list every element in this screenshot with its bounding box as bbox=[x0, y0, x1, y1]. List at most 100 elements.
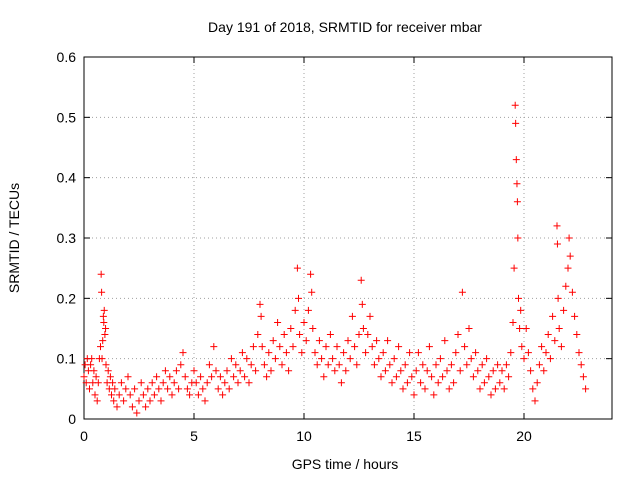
data-point bbox=[82, 379, 90, 387]
data-point bbox=[538, 343, 546, 351]
data-point bbox=[527, 367, 535, 375]
data-point bbox=[510, 264, 518, 272]
data-point bbox=[278, 361, 286, 369]
data-point bbox=[214, 385, 222, 393]
data-point bbox=[571, 312, 579, 320]
data-point bbox=[421, 385, 429, 393]
data-point bbox=[452, 349, 460, 357]
data-point bbox=[557, 343, 565, 351]
data-point bbox=[236, 367, 244, 375]
data-point bbox=[544, 331, 552, 339]
data-point bbox=[480, 379, 488, 387]
data-point bbox=[384, 337, 392, 345]
data-point bbox=[346, 355, 354, 363]
x-tick-label: 20 bbox=[516, 428, 532, 444]
data-point bbox=[357, 276, 365, 284]
data-point bbox=[366, 312, 374, 320]
y-tick-label: 0.5 bbox=[57, 109, 77, 125]
data-point bbox=[247, 361, 255, 369]
data-point bbox=[566, 252, 574, 260]
data-point bbox=[540, 367, 548, 375]
data-point bbox=[179, 349, 187, 357]
data-point bbox=[577, 361, 585, 369]
data-point bbox=[419, 361, 427, 369]
data-point bbox=[472, 349, 480, 357]
data-point bbox=[450, 379, 458, 387]
data-point bbox=[291, 306, 299, 314]
data-point bbox=[300, 318, 308, 326]
data-point bbox=[333, 343, 341, 351]
data-point bbox=[575, 349, 583, 357]
data-point bbox=[219, 391, 227, 399]
data-point bbox=[329, 355, 337, 363]
data-point bbox=[289, 343, 297, 351]
data-point bbox=[101, 331, 109, 339]
data-point bbox=[522, 325, 530, 332]
data-point bbox=[467, 355, 475, 363]
data-point bbox=[90, 367, 98, 375]
data-point bbox=[124, 373, 132, 381]
data-point bbox=[568, 288, 576, 296]
data-point bbox=[230, 373, 238, 381]
data-point bbox=[565, 234, 573, 242]
data-point bbox=[241, 373, 249, 381]
data-point bbox=[157, 397, 165, 405]
data-point bbox=[388, 379, 396, 387]
data-point bbox=[377, 373, 385, 381]
data-point bbox=[197, 373, 205, 381]
data-point bbox=[454, 331, 462, 339]
data-point bbox=[425, 343, 433, 351]
data-point bbox=[485, 373, 493, 381]
data-point bbox=[186, 391, 194, 399]
data-point bbox=[546, 355, 554, 363]
data-point bbox=[500, 385, 508, 393]
data-point bbox=[447, 361, 455, 369]
data-point bbox=[168, 391, 176, 399]
data-point bbox=[111, 385, 119, 393]
data-point bbox=[368, 343, 376, 351]
data-point bbox=[364, 331, 372, 339]
data-point bbox=[524, 349, 532, 357]
data-point bbox=[491, 385, 499, 393]
data-point bbox=[249, 343, 257, 351]
data-points bbox=[80, 101, 590, 417]
data-point bbox=[88, 355, 96, 363]
data-point bbox=[401, 361, 409, 369]
x-tick-label: 10 bbox=[296, 428, 312, 444]
data-point bbox=[410, 391, 418, 399]
data-point bbox=[551, 337, 559, 345]
data-point bbox=[531, 397, 539, 405]
y-tick-label: 0.1 bbox=[57, 351, 77, 367]
data-point bbox=[445, 385, 453, 393]
data-point bbox=[265, 349, 273, 357]
data-point bbox=[183, 385, 191, 393]
data-point bbox=[439, 373, 447, 381]
y-tick-label: 0 bbox=[68, 411, 76, 427]
data-point bbox=[513, 180, 521, 188]
data-point bbox=[258, 343, 266, 351]
data-point bbox=[511, 101, 519, 109]
data-point bbox=[243, 355, 251, 363]
data-point bbox=[100, 318, 108, 326]
data-point bbox=[135, 397, 143, 405]
data-point bbox=[542, 349, 550, 357]
data-point bbox=[238, 349, 246, 357]
data-point bbox=[205, 361, 213, 369]
data-point bbox=[553, 222, 561, 230]
data-point bbox=[529, 385, 537, 393]
data-point bbox=[395, 343, 403, 351]
data-point bbox=[307, 270, 315, 278]
data-point bbox=[295, 294, 302, 302]
data-point bbox=[441, 337, 449, 345]
data-point bbox=[554, 294, 562, 302]
data-point bbox=[263, 373, 271, 381]
data-point bbox=[412, 367, 420, 375]
data-point bbox=[355, 331, 363, 339]
data-point bbox=[353, 361, 361, 369]
data-point bbox=[276, 343, 284, 351]
grid bbox=[84, 57, 612, 419]
data-point bbox=[461, 343, 469, 351]
chart-title: Day 191 of 2018, SRMTID for receiver mba… bbox=[208, 19, 482, 35]
data-point bbox=[210, 343, 218, 351]
data-point bbox=[582, 385, 590, 393]
